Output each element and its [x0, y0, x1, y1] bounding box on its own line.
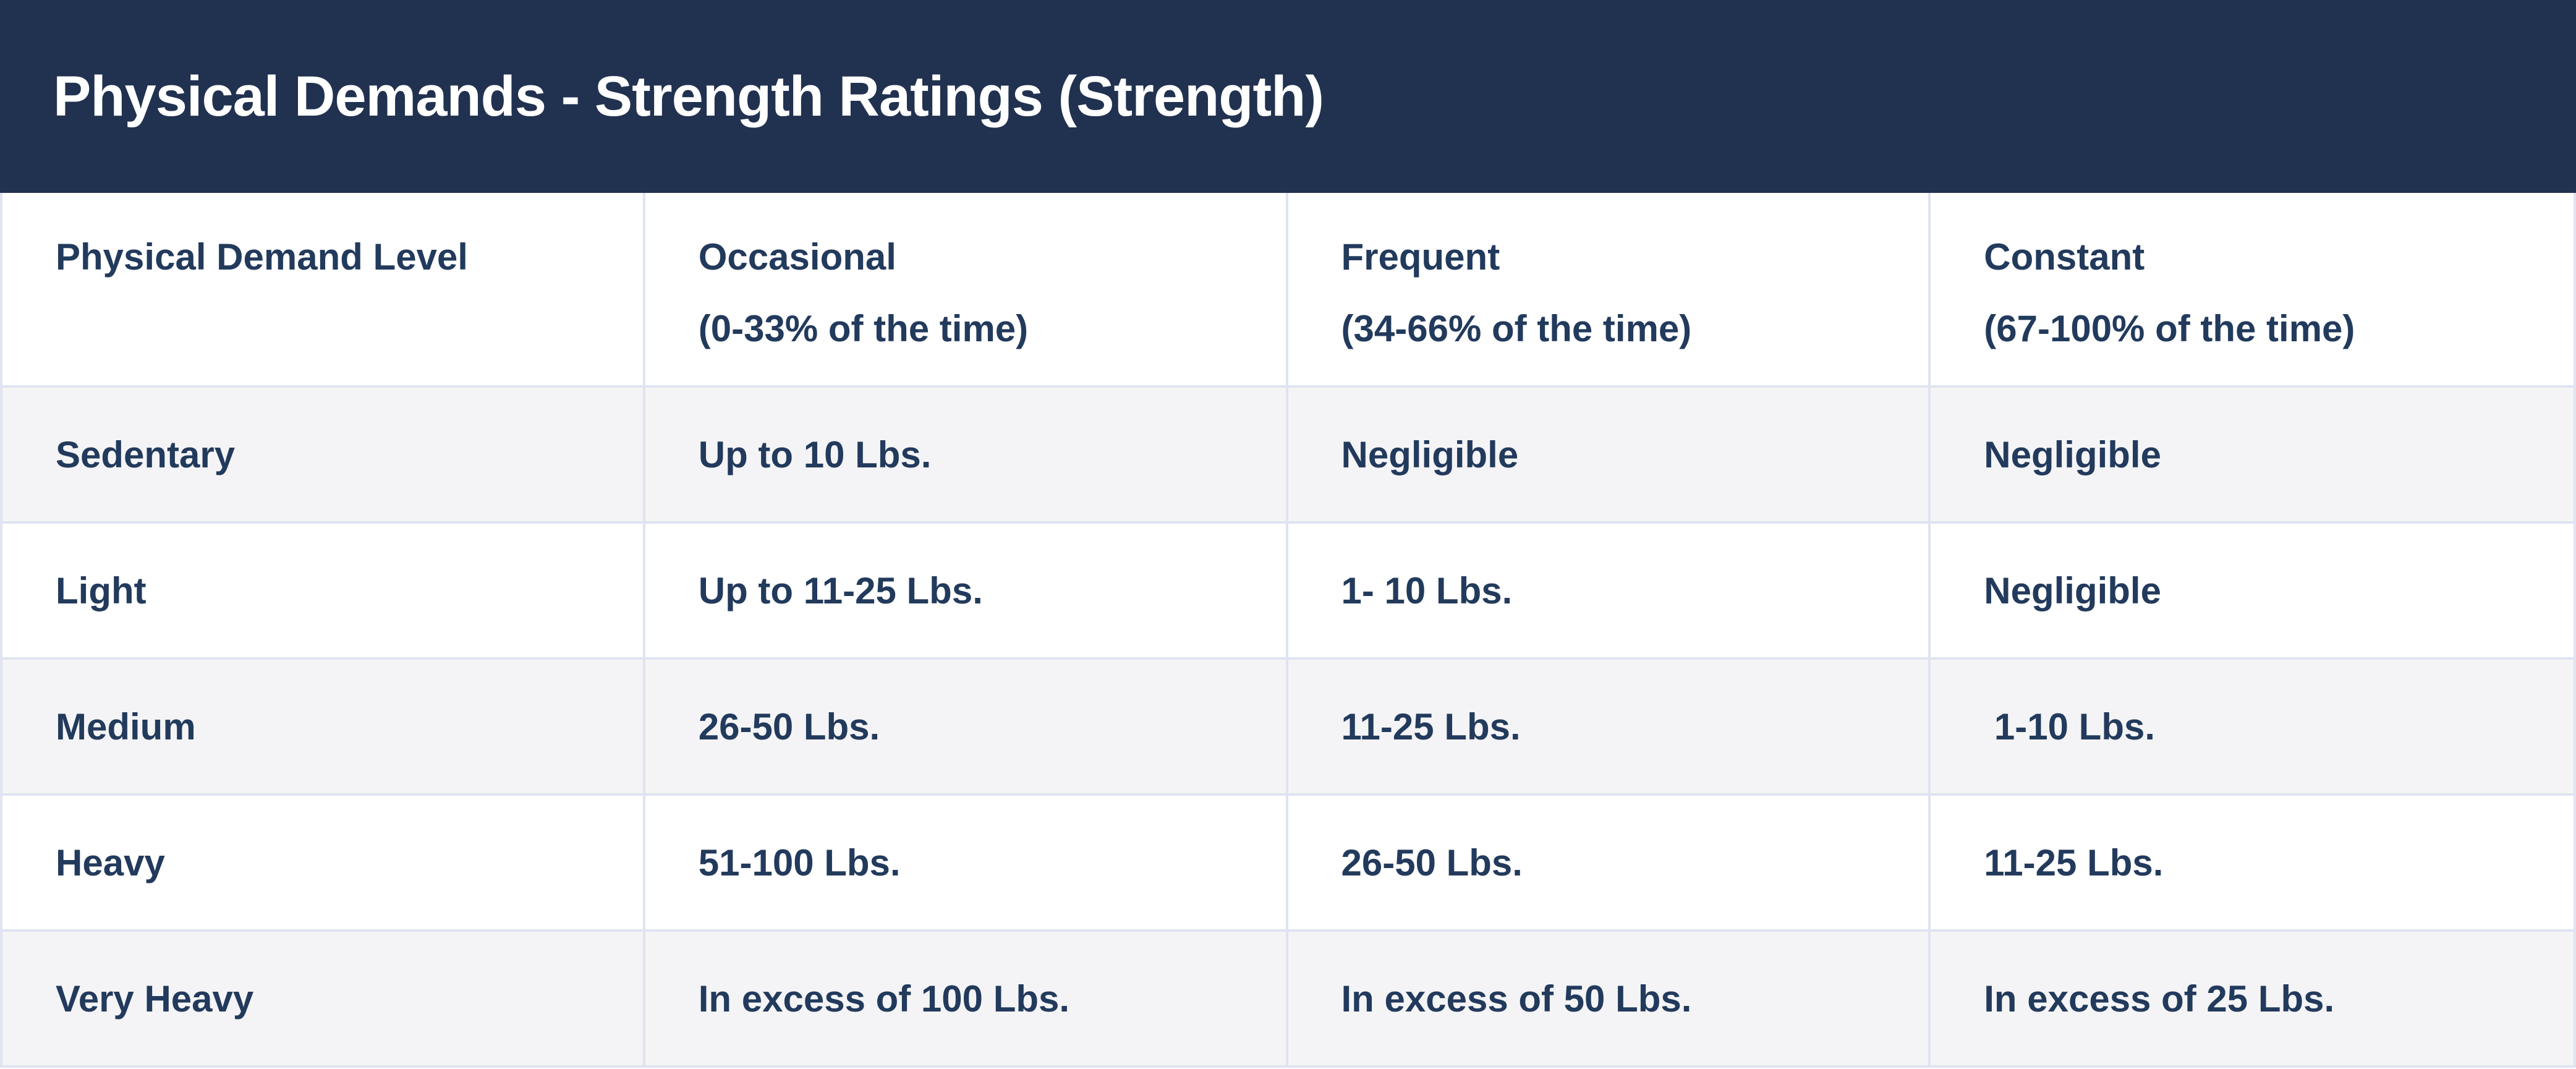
cell-demand-level: Heavy [2, 796, 645, 929]
cell-constant: Negligible [1984, 433, 2161, 475]
table-row-sedentary: Sedentary Up to 10 Lbs. Negligible Negli… [2, 385, 2574, 521]
cell-occasional: Up to 10 Lbs. [645, 388, 1288, 521]
cell-demand-level: Very Heavy [2, 932, 645, 1065]
table-row-heavy: Heavy 51-100 Lbs. 26-50 Lbs. 11-25 Lbs. [2, 793, 2574, 929]
column-header-constant: Constant (67-100% of the time) [1931, 193, 2574, 385]
column-header-demand-level: Physical Demand Level [2, 193, 645, 385]
cell-constant: 11-25 Lbs. [1984, 841, 2164, 884]
column-label: Constant [1984, 236, 2145, 278]
column-label: Occasional [698, 236, 896, 278]
table-title-bar: Physical Demands - Strength Ratings (Str… [0, 0, 2576, 193]
table-header-row: Physical Demand Level Occasional (0-33% … [2, 193, 2574, 385]
column-label: Physical Demand Level [56, 236, 468, 278]
cell-occasional: 51-100 Lbs. [645, 796, 1288, 929]
cell-frequent: 11-25 Lbs. [1288, 660, 1931, 793]
table-row-very-heavy: Very Heavy In excess of 100 Lbs. In exce… [2, 929, 2574, 1065]
cell-occasional: Up to 11-25 Lbs. [645, 524, 1288, 657]
column-label: Frequent [1341, 236, 1500, 278]
column-sublabel: (67-100% of the time) [1984, 308, 2355, 349]
column-sublabel: (34-66% of the time) [1341, 308, 1692, 349]
cell-constant: 1-10 Lbs. [1984, 705, 2156, 747]
table-row-light: Light Up to 11-25 Lbs. 1- 10 Lbs. Neglig… [2, 521, 2574, 657]
column-sublabel: (0-33% of the time) [698, 308, 1029, 349]
table-row-medium: Medium 26-50 Lbs. 11-25 Lbs. 1-10 Lbs. [2, 657, 2574, 793]
strength-ratings-table: Physical Demand Level Occasional (0-33% … [0, 193, 2576, 1068]
table-title: Physical Demands - Strength Ratings (Str… [53, 64, 1324, 128]
column-header-frequent: Frequent (34-66% of the time) [1288, 193, 1931, 385]
cell-frequent: 26-50 Lbs. [1288, 796, 1931, 929]
cell-demand-level: Medium [2, 660, 645, 793]
cell-frequent: In excess of 50 Lbs. [1288, 932, 1931, 1065]
cell-occasional: In excess of 100 Lbs. [645, 932, 1288, 1065]
column-header-occasional: Occasional (0-33% of the time) [645, 193, 1288, 385]
cell-constant: In excess of 25 Lbs. [1984, 977, 2335, 1020]
cell-demand-level: Light [2, 524, 645, 657]
cell-constant: Negligible [1984, 569, 2161, 611]
cell-demand-level: Sedentary [2, 388, 645, 521]
cell-frequent: Negligible [1288, 388, 1931, 521]
cell-occasional: 26-50 Lbs. [645, 660, 1288, 793]
cell-frequent: 1- 10 Lbs. [1288, 524, 1931, 657]
